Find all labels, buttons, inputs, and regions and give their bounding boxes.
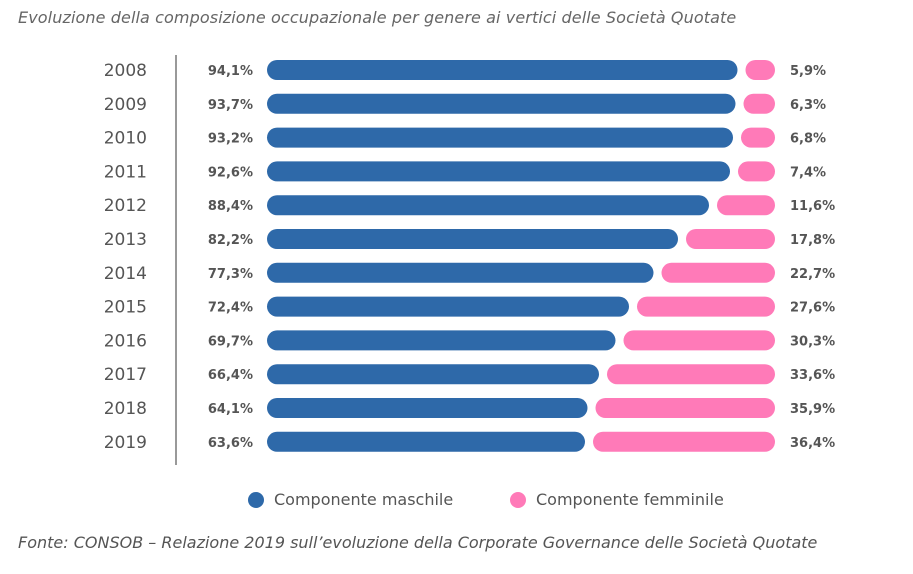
legend-item-femminile: Componente femminile xyxy=(510,490,724,509)
bar-maschile xyxy=(267,229,678,249)
data-label-maschile: 69,7% xyxy=(208,334,253,349)
bar-femminile xyxy=(661,262,775,283)
data-label-femminile: 33,6% xyxy=(790,368,835,383)
y-tick-label: 2012 xyxy=(104,196,147,216)
data-label-femminile: 36,4% xyxy=(790,436,835,451)
bar-femminile xyxy=(738,161,775,182)
bar-maschile xyxy=(267,431,585,452)
data-label-maschile: 66,4% xyxy=(208,368,253,383)
bar-maschile xyxy=(267,127,733,148)
bar-femminile xyxy=(741,127,775,148)
chart-title: Evoluzione della composizione occupazion… xyxy=(18,8,737,27)
data-label-femminile: 5,9% xyxy=(790,64,826,79)
data-label-maschile: 82,2% xyxy=(208,233,253,248)
data-label-maschile: 77,3% xyxy=(208,267,253,282)
data-label-maschile: 93,2% xyxy=(208,132,253,147)
y-tick-label: 2010 xyxy=(104,129,147,149)
legend-swatch-maschile xyxy=(248,491,264,508)
bar-maschile xyxy=(267,60,738,80)
bar-maschile xyxy=(267,161,730,182)
bar-maschile xyxy=(267,262,654,283)
data-label-femminile: 17,8% xyxy=(790,233,835,248)
bar-femminile xyxy=(686,229,775,249)
bar-maschile xyxy=(267,398,588,418)
y-tick-label: 2009 xyxy=(104,95,147,115)
bar-femminile xyxy=(593,431,775,452)
legend-label-maschile: Componente maschile xyxy=(274,490,454,509)
bar-chart: 2008 94,1% 5,9% 2009 93,7% 6,3% 2010 93,2% 6,8% 2… xyxy=(104,55,835,465)
y-tick-label: 2011 xyxy=(104,162,147,182)
bar-maschile xyxy=(267,330,616,351)
data-label-femminile: 7,4% xyxy=(790,165,826,180)
data-label-maschile: 64,1% xyxy=(208,402,253,417)
data-label-femminile: 27,6% xyxy=(790,301,835,316)
legend-item-maschile: Componente maschile xyxy=(248,490,453,509)
data-label-maschile: 63,6% xyxy=(208,436,253,451)
y-tick-label: 2008 xyxy=(104,61,147,81)
bar-femminile xyxy=(595,398,775,418)
data-label-maschile: 94,1% xyxy=(208,64,253,79)
data-label-maschile: 88,4% xyxy=(208,199,253,214)
bar-maschile xyxy=(267,364,599,385)
data-label-femminile: 6,3% xyxy=(790,98,826,113)
bar-femminile xyxy=(745,60,775,80)
data-label-femminile: 30,3% xyxy=(790,334,835,349)
bar-femminile xyxy=(717,195,775,216)
legend-label-femminile: Componente femminile xyxy=(536,490,724,509)
bar-femminile xyxy=(607,364,775,385)
bar-femminile xyxy=(637,296,775,317)
data-label-femminile: 35,9% xyxy=(790,402,835,417)
legend-swatch-femminile xyxy=(510,491,526,508)
y-tick-label: 2019 xyxy=(104,433,147,453)
data-label-maschile: 72,4% xyxy=(208,301,253,316)
y-tick-label: 2013 xyxy=(104,230,147,250)
y-tick-label: 2018 xyxy=(104,399,147,419)
data-label-femminile: 6,8% xyxy=(790,132,826,147)
data-label-maschile: 92,6% xyxy=(208,165,253,180)
bar-femminile xyxy=(743,93,775,114)
source-note: Fonte: CONSOB – Relazione 2019 sull’evol… xyxy=(18,533,818,552)
y-tick-label: 2016 xyxy=(104,331,147,351)
bar-maschile xyxy=(267,296,629,317)
data-label-femminile: 11,6% xyxy=(790,199,835,214)
bar-femminile xyxy=(623,330,775,351)
y-tick-label: 2015 xyxy=(104,298,147,318)
data-label-maschile: 93,7% xyxy=(208,98,253,113)
data-label-femminile: 22,7% xyxy=(790,267,835,282)
legend: Componente maschile Componente femminile xyxy=(0,490,913,514)
bar-maschile xyxy=(267,93,736,114)
bar-maschile xyxy=(267,195,709,216)
y-tick-label: 2017 xyxy=(104,365,147,385)
y-tick-label: 2014 xyxy=(104,264,147,284)
